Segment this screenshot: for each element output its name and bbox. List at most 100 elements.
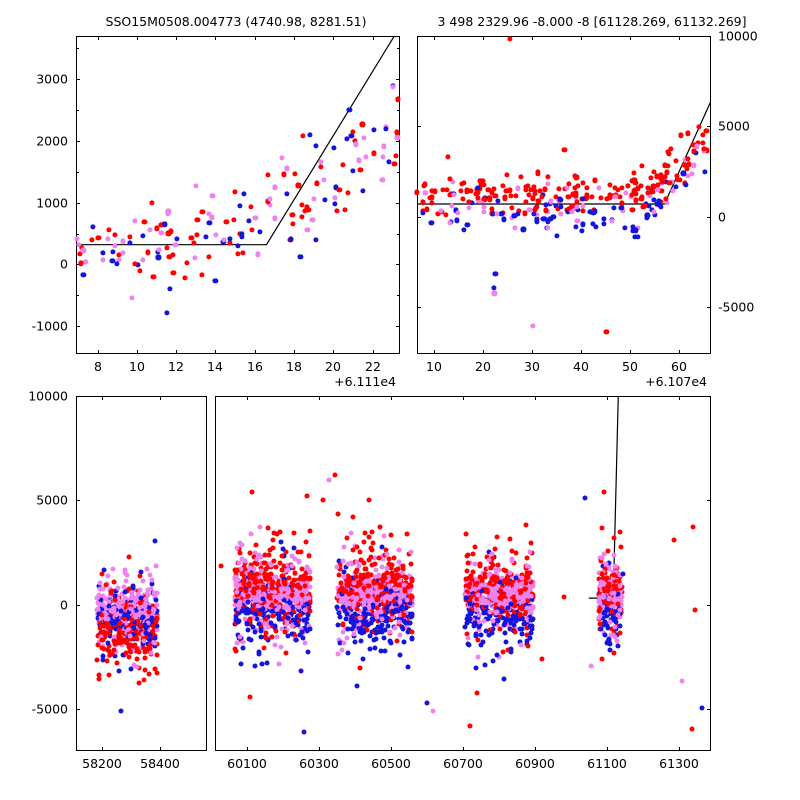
data-point xyxy=(255,251,261,258)
data-point xyxy=(263,635,269,641)
data-point xyxy=(103,630,109,636)
axis-tick-label: 0 xyxy=(60,256,68,272)
data-point xyxy=(297,612,303,618)
data-point xyxy=(381,635,387,641)
data-point xyxy=(335,511,341,517)
data-point xyxy=(623,190,629,196)
data-point xyxy=(526,207,533,213)
data-point xyxy=(269,581,275,586)
data-point xyxy=(464,187,470,193)
axis-tick-label: 10000 xyxy=(28,388,68,404)
data-point xyxy=(278,644,284,650)
data-point xyxy=(311,195,317,202)
data-point xyxy=(611,650,617,656)
data-point xyxy=(236,203,243,209)
data-point xyxy=(272,642,278,648)
data-point xyxy=(233,648,239,654)
data-point xyxy=(553,203,559,209)
data-point xyxy=(299,629,305,635)
data-point xyxy=(601,489,607,495)
data-point xyxy=(609,218,615,224)
data-point xyxy=(650,183,657,189)
data-point xyxy=(367,646,373,652)
data-point xyxy=(265,525,271,531)
data-point xyxy=(617,607,623,613)
data-point xyxy=(489,190,495,196)
data-point xyxy=(291,171,298,177)
data-point xyxy=(547,216,554,222)
data-point xyxy=(141,218,147,225)
data-point xyxy=(116,257,122,263)
data-point xyxy=(149,200,155,206)
data-point xyxy=(486,557,492,563)
data-point xyxy=(103,596,109,602)
data-point xyxy=(266,593,272,599)
data-point xyxy=(584,195,590,201)
data-point xyxy=(628,194,634,200)
data-point xyxy=(373,636,379,642)
data-point xyxy=(587,209,593,215)
data-point xyxy=(105,640,111,646)
data-point xyxy=(467,188,474,194)
data-point xyxy=(293,637,299,643)
data-point xyxy=(238,661,244,667)
data-point xyxy=(553,194,559,200)
data-point xyxy=(126,654,132,659)
data-point xyxy=(530,184,537,190)
axis-tick xyxy=(397,48,400,49)
data-point xyxy=(513,550,519,556)
data-point xyxy=(321,177,327,183)
data-point xyxy=(354,606,359,612)
panel-top-right-title: 3 498 2329.96 -8.000 -8 [61128.269, 6113… xyxy=(437,14,747,29)
data-point xyxy=(487,571,493,577)
data-point xyxy=(152,635,158,641)
data-point xyxy=(599,525,605,531)
axis-tick-label: 5000 xyxy=(36,492,68,508)
axis-tick xyxy=(102,396,103,400)
data-point xyxy=(670,188,676,194)
data-point xyxy=(490,211,496,217)
data-point xyxy=(617,194,623,200)
data-point xyxy=(532,207,538,213)
data-point xyxy=(506,187,513,193)
data-point xyxy=(574,218,580,224)
axis-tick xyxy=(76,203,79,204)
data-point xyxy=(409,635,415,641)
data-point xyxy=(394,134,401,141)
data-point xyxy=(542,186,548,193)
data-point xyxy=(373,584,379,590)
data-point xyxy=(256,651,262,657)
data-point xyxy=(89,237,95,243)
data-point xyxy=(380,154,386,160)
axis-tick-label: 61100 xyxy=(587,756,627,771)
data-point xyxy=(513,575,519,581)
data-point xyxy=(288,236,294,242)
data-point xyxy=(502,598,508,604)
data-point xyxy=(671,537,677,543)
data-point xyxy=(408,549,414,555)
data-point xyxy=(108,608,114,614)
data-point xyxy=(331,144,337,151)
data-point xyxy=(527,549,533,555)
data-point xyxy=(543,207,549,213)
data-point xyxy=(683,182,689,188)
axis-tick xyxy=(532,36,533,40)
data-point xyxy=(566,206,572,212)
data-point xyxy=(550,214,556,220)
data-point xyxy=(390,575,396,581)
data-point xyxy=(247,694,253,700)
data-point xyxy=(146,671,152,677)
data-point xyxy=(302,607,308,613)
data-point xyxy=(289,553,295,559)
axis-tick xyxy=(535,396,536,400)
data-point xyxy=(589,193,595,200)
data-point xyxy=(492,546,498,552)
data-point xyxy=(154,627,160,633)
data-point xyxy=(273,628,279,634)
data-point xyxy=(382,126,389,132)
data-point xyxy=(366,497,372,503)
data-point xyxy=(361,135,367,141)
data-point xyxy=(502,194,508,201)
data-point xyxy=(267,196,273,202)
data-point xyxy=(674,173,680,179)
